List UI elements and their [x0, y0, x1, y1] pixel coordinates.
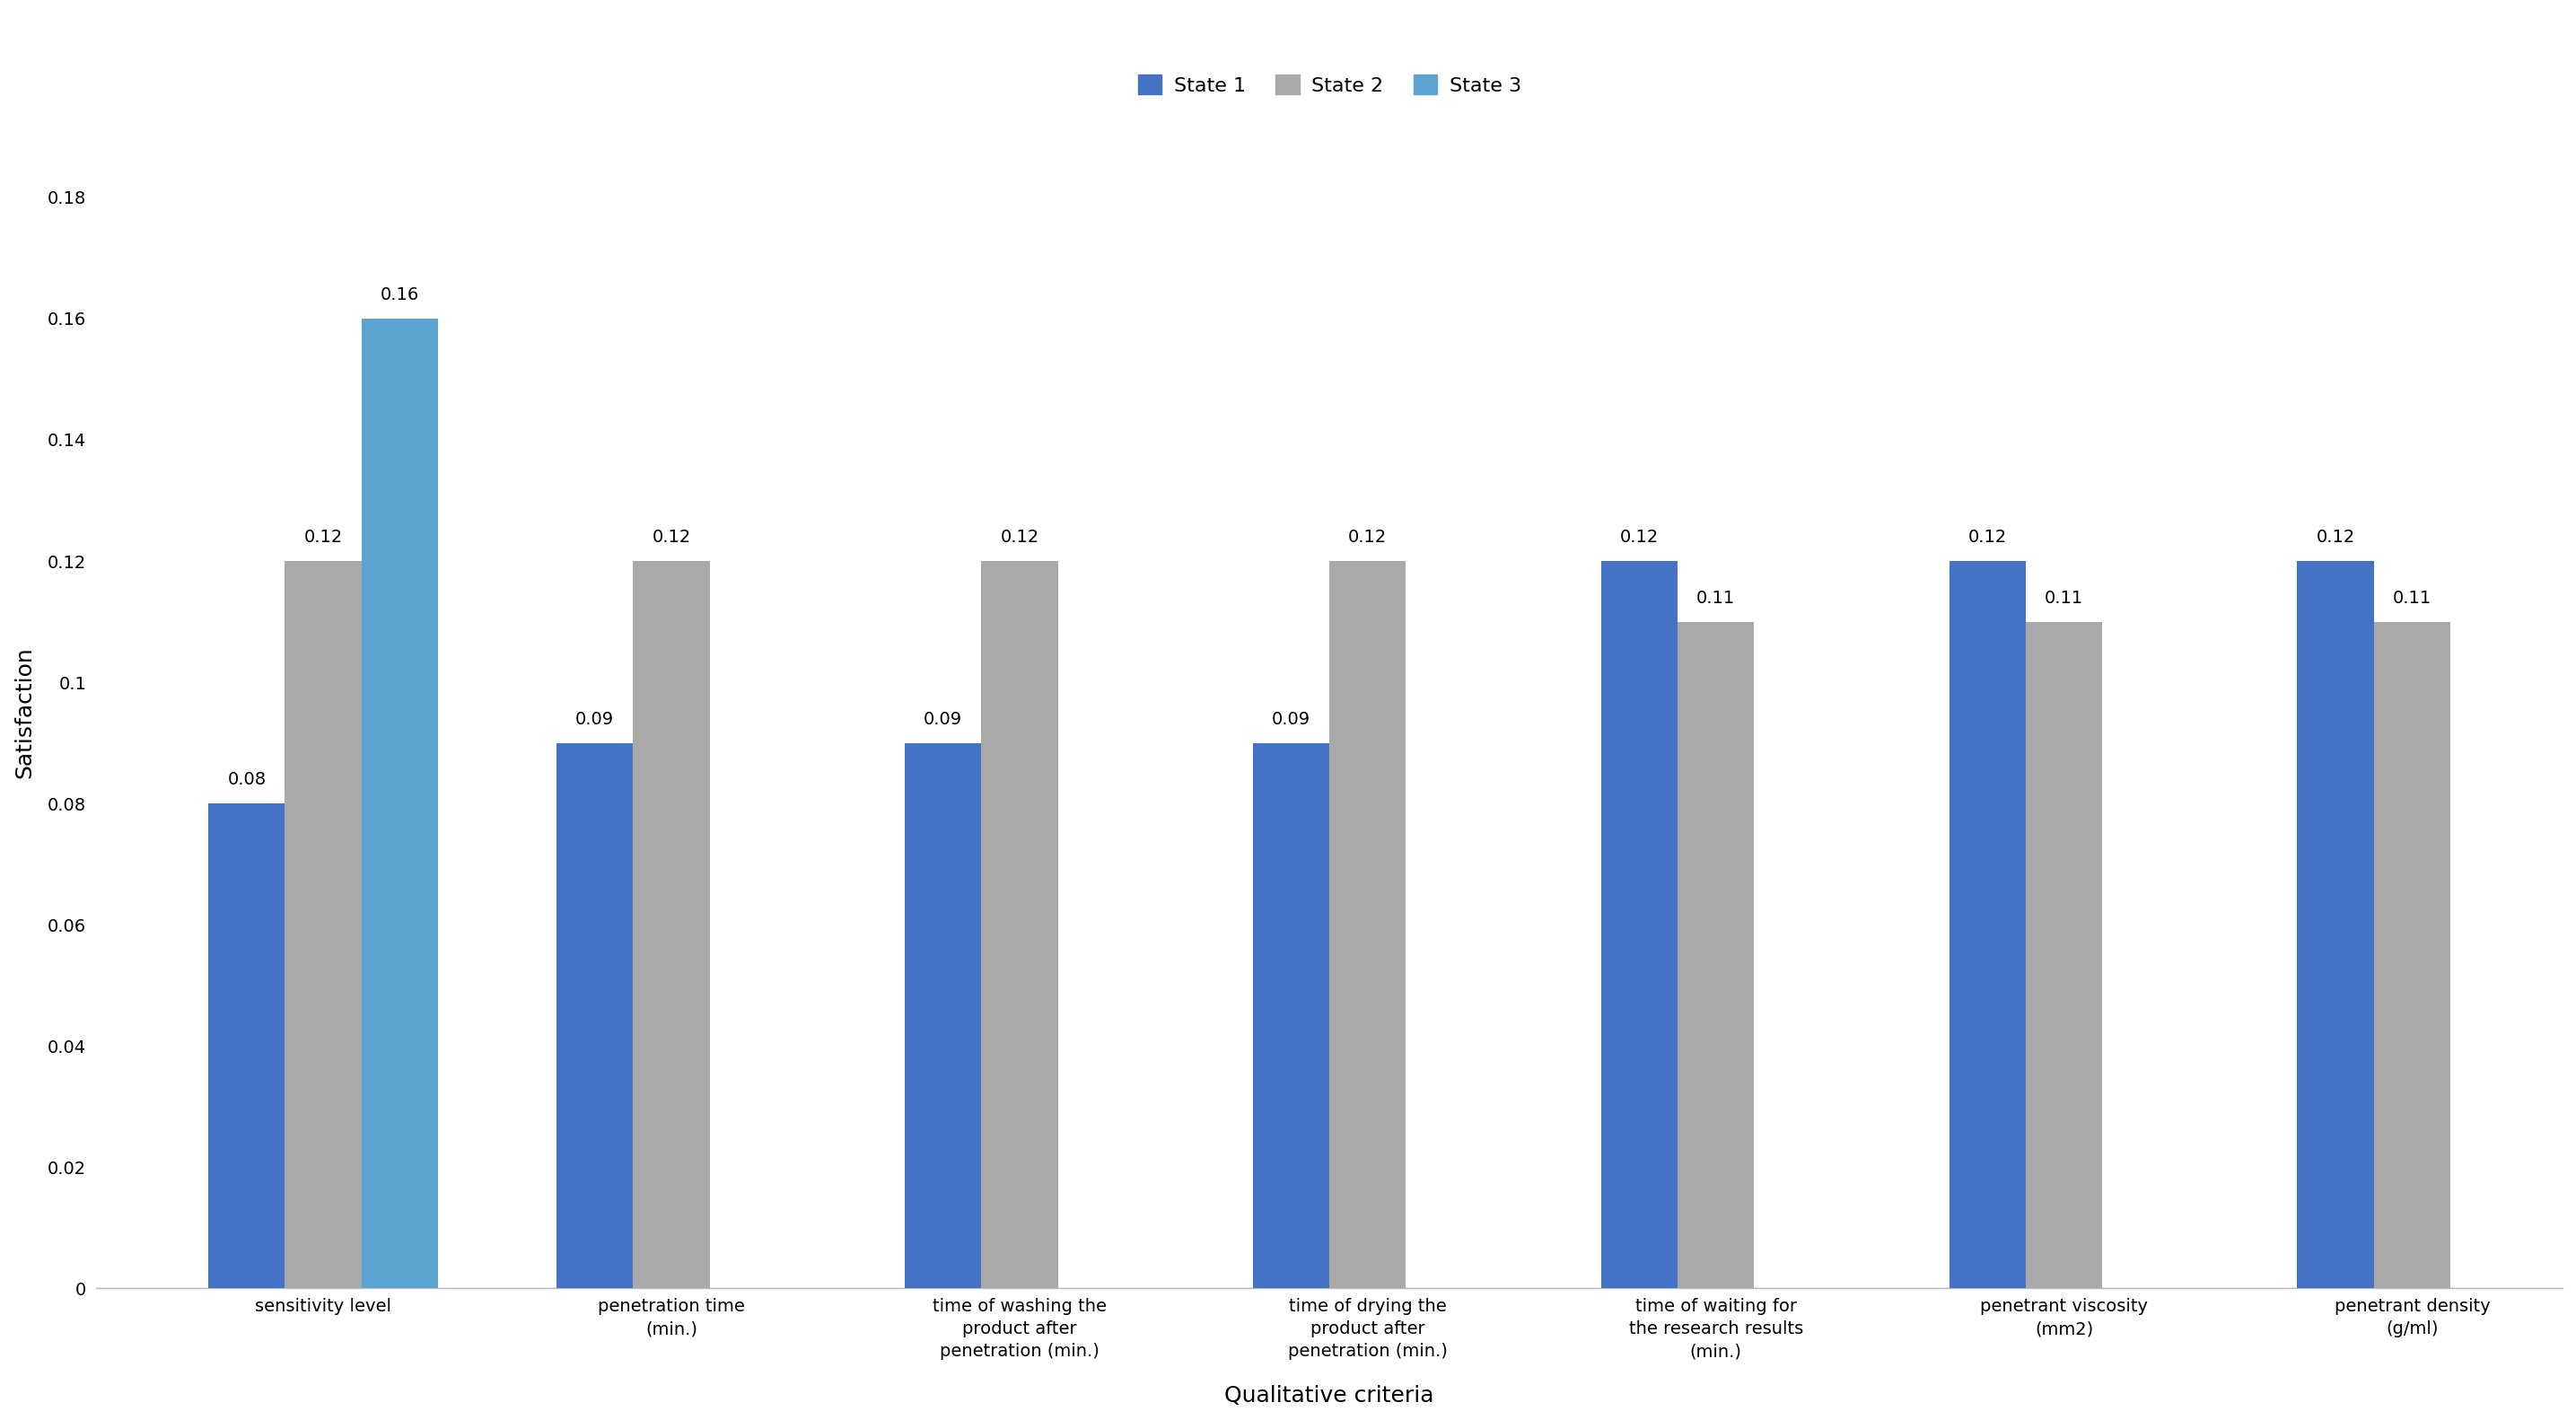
Bar	[209, 804, 286, 1288]
Text: 0.12: 0.12	[304, 528, 343, 545]
Bar	[634, 561, 711, 1288]
Text: 0.11: 0.11	[2045, 589, 2084, 606]
Text: 0.12: 0.12	[1620, 528, 1659, 545]
Text: 0.08: 0.08	[227, 771, 265, 788]
Text: 0.09: 0.09	[1273, 710, 1311, 727]
Text: 0.12: 0.12	[652, 528, 690, 545]
Bar	[2298, 561, 2375, 1288]
X-axis label: Qualitative criteria: Qualitative criteria	[1224, 1384, 1435, 1407]
Bar	[286, 561, 361, 1288]
Text: 0.09: 0.09	[574, 710, 613, 727]
Bar	[1252, 743, 1329, 1288]
Text: 0.12: 0.12	[2316, 528, 2354, 545]
Bar	[904, 743, 981, 1288]
Bar	[1677, 622, 1754, 1288]
Text: 0.12: 0.12	[999, 528, 1038, 545]
Bar	[361, 318, 438, 1288]
Bar	[981, 561, 1059, 1288]
Text: 0.09: 0.09	[925, 710, 963, 727]
Text: 0.16: 0.16	[381, 287, 420, 304]
Bar	[1329, 561, 1406, 1288]
Legend: State 1, State 2, State 3: State 1, State 2, State 3	[1131, 67, 1530, 102]
Y-axis label: Satisfaction: Satisfaction	[13, 646, 36, 778]
Bar	[556, 743, 634, 1288]
Bar	[2025, 622, 2102, 1288]
Text: 0.12: 0.12	[1347, 528, 1386, 545]
Bar	[1600, 561, 1677, 1288]
Bar	[2375, 622, 2450, 1288]
Bar	[1950, 561, 2025, 1288]
Text: 0.11: 0.11	[1698, 589, 1736, 606]
Text: 0.11: 0.11	[2393, 589, 2432, 606]
Text: 0.12: 0.12	[1968, 528, 2007, 545]
